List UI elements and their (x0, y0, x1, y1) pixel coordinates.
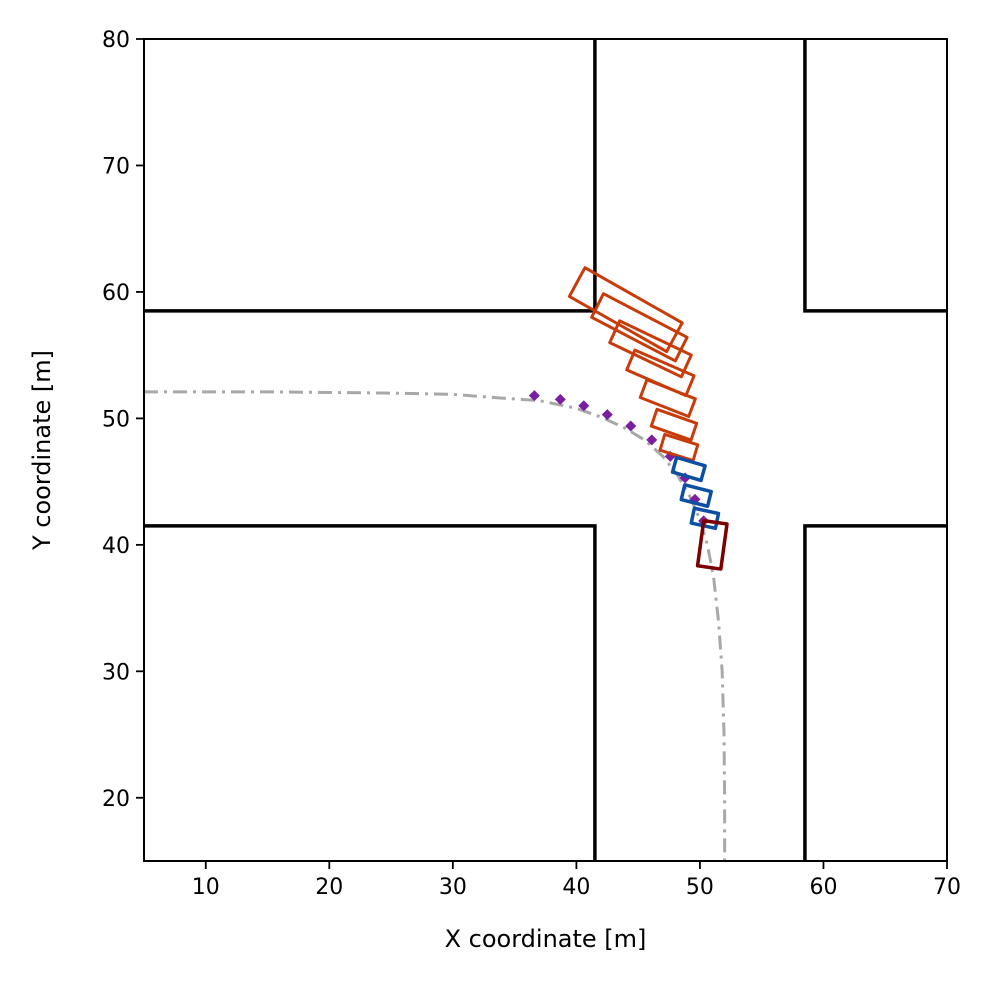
predicted-box-blue (689, 506, 721, 531)
y-tick-label: 60 (102, 281, 130, 306)
purple-marker (528, 390, 540, 402)
y-tick-label: 50 (102, 407, 130, 432)
purple-marker (578, 400, 590, 412)
predicted-box-orange (649, 407, 699, 442)
purple-marker-layer (528, 390, 710, 527)
y-axis-label: Y coordinate [m] (28, 350, 56, 551)
axes-frame (143, 38, 948, 862)
x-axis-label: X coordinate [m] (445, 925, 647, 953)
y-tick-label: 80 (102, 28, 130, 53)
predicted-box-orange (638, 378, 697, 419)
x-tick-label: 20 (315, 875, 343, 900)
road-edge-1 (144, 524, 597, 861)
ticks: 10 20 30 40 50 60 70 20 30 40 50 60 70 80 (102, 28, 961, 900)
road-edge-3 (803, 524, 947, 861)
predicted-box-orange (625, 348, 696, 398)
y-tick-label: 40 (102, 534, 130, 559)
vehicle-box-layer (567, 266, 729, 571)
reference-path-layer (144, 390, 727, 861)
purple-marker (601, 409, 613, 421)
ego-vehicle-box (695, 518, 729, 571)
y-tick-label: 30 (102, 660, 130, 685)
purple-marker (646, 434, 658, 446)
purple-marker (554, 393, 566, 405)
predicted-box-blue (670, 455, 707, 483)
y-tick-label: 20 (102, 787, 130, 812)
predicted-box-orange (567, 266, 684, 354)
predicted-box-orange (658, 432, 700, 463)
predicted-box-orange (590, 292, 689, 363)
x-tick-label: 30 (439, 875, 467, 900)
x-tick-label: 70 (933, 875, 961, 900)
predicted-box-blue (679, 483, 713, 509)
predicted-box-orange (608, 319, 693, 379)
purple-marker (625, 420, 637, 432)
road-edge-2 (803, 39, 947, 313)
x-tick-label: 60 (809, 875, 837, 900)
x-tick-label: 40 (562, 875, 590, 900)
reference-path (144, 390, 727, 861)
x-tick-label: 10 (192, 875, 220, 900)
x-tick-label: 50 (686, 875, 714, 900)
y-tick-label: 70 (102, 154, 130, 179)
